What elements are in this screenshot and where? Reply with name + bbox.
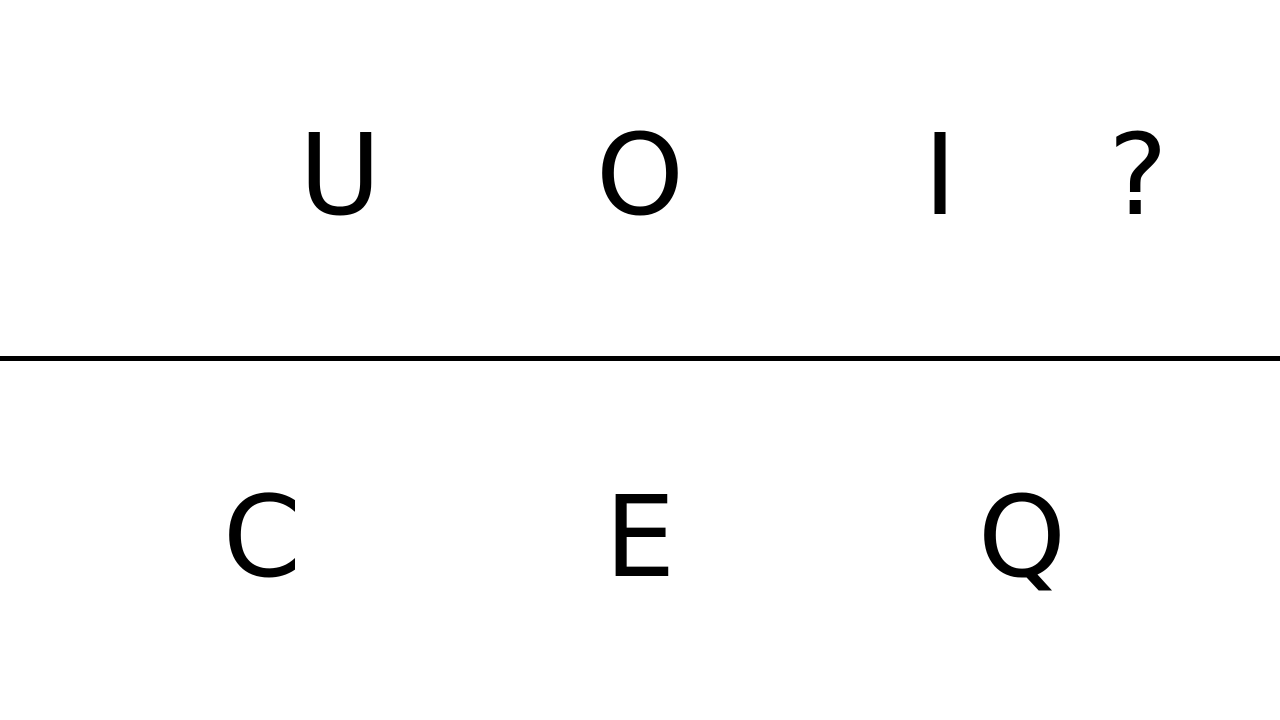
question-mark: ? — [1108, 111, 1168, 241]
bottom-letter-1: C — [222, 473, 302, 603]
divider-line — [0, 356, 1280, 361]
bottom-letter-2: E — [604, 473, 676, 603]
bottom-letter-3: Q — [977, 473, 1067, 603]
top-letter-3: I — [923, 111, 957, 241]
top-letter-1: U — [299, 111, 381, 241]
top-letter-2: O — [595, 111, 685, 241]
